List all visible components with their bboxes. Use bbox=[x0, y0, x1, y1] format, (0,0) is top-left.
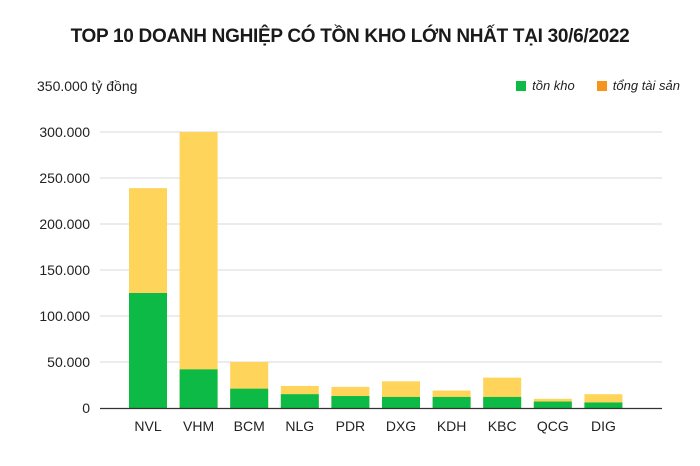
bar-ton-kho-nlg bbox=[280, 394, 319, 408]
bar-ton-kho-bcm bbox=[230, 388, 269, 408]
bar-ton-kho-dig bbox=[584, 402, 623, 408]
legend-item-tong-tai-san: tổng tài sản bbox=[596, 78, 680, 93]
y-tick-label-5: 250.000 bbox=[39, 170, 90, 186]
y-tick-label-6: 300.000 bbox=[39, 124, 90, 140]
x-tick-label-bcm: BCM bbox=[234, 418, 265, 434]
x-tick-label-dxg: DXG bbox=[386, 418, 416, 434]
x-tick-label-qcg: QCG bbox=[537, 418, 569, 434]
bar-ton-kho-nvl bbox=[129, 293, 167, 408]
bar-ton-kho-kdh bbox=[432, 396, 471, 408]
x-tick-label-kbc: KBC bbox=[488, 418, 517, 434]
y-tick-label-4: 200.000 bbox=[39, 216, 90, 232]
x-tick-label-kdh: KDH bbox=[437, 418, 467, 434]
legend-swatch-tong-tai-san bbox=[596, 80, 607, 91]
bar-tong-tai-san-vhm bbox=[179, 132, 218, 408]
x-tick-label-pdr: PDR bbox=[336, 418, 366, 434]
y-tick-label-3: 150.000 bbox=[39, 262, 90, 278]
chart-title: TOP 10 DOANH NGHIỆP CÓ TỒN KHO LỚN NHẤT … bbox=[70, 26, 630, 47]
x-tick-label-dig: DIG bbox=[591, 418, 616, 434]
chart-legend: tồn kho tổng tài sản bbox=[516, 78, 680, 93]
x-tick-label-nlg: NLG bbox=[285, 418, 314, 434]
bar-ton-kho-qcg bbox=[533, 401, 572, 408]
legend-label-ton-kho: tồn kho bbox=[532, 78, 575, 93]
legend-swatch-ton-kho bbox=[516, 80, 527, 91]
x-tick-label-nvl: NVL bbox=[134, 418, 161, 434]
y-tick-label-1: 50.000 bbox=[47, 354, 90, 370]
legend-label-tong-tai-san: tổng tài sản bbox=[612, 78, 680, 93]
bar-ton-kho-vhm bbox=[179, 369, 218, 408]
y-tick-label-0: 0 bbox=[82, 400, 90, 416]
bar-ton-kho-dxg bbox=[382, 396, 420, 408]
bar-ton-kho-kbc bbox=[483, 396, 522, 408]
y-axis-unit-label: 350.000 tỷ đồng bbox=[37, 78, 138, 94]
x-tick-label-vhm: VHM bbox=[183, 418, 214, 434]
bar-ton-kho-pdr bbox=[331, 396, 370, 408]
legend-item-ton-kho: tồn kho bbox=[516, 78, 575, 93]
y-tick-label-2: 100.000 bbox=[39, 308, 90, 324]
